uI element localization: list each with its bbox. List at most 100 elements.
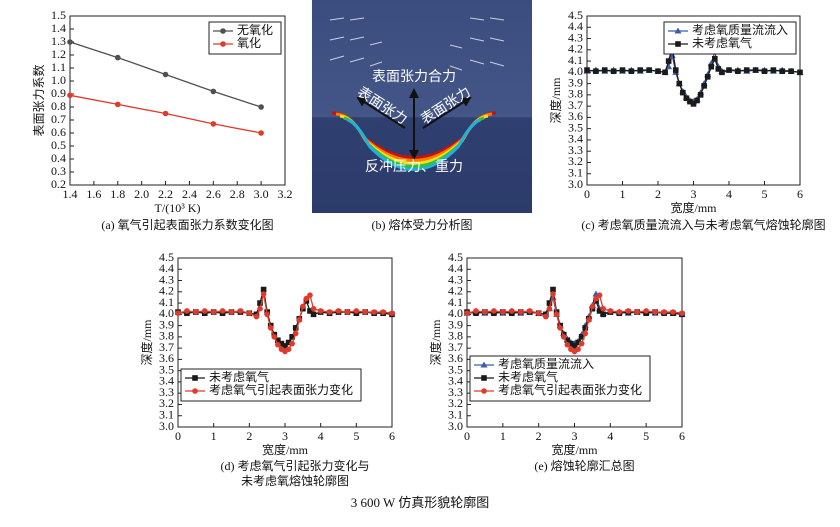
marker [193,309,199,315]
y-axis-label: 表面张力系数 [31,64,46,136]
chart: 0 1 2 3 4 5 6 3.03.13.23.33.43.53.63.73.83.94.0… [428,250,686,473]
y-tick-label: 3.3 [159,385,174,399]
marker [464,310,470,317]
y-tick-label: 3.6 [159,351,174,365]
marker [296,317,303,323]
y-tick-label: 0.5 [51,138,66,152]
marker [162,110,169,117]
panel-caption: (a) 氧气引起表面张力系数变化图 [101,217,273,232]
marker [701,83,707,89]
marker [593,68,599,75]
marker [546,305,553,312]
marker [719,69,725,76]
marker [607,308,614,314]
marker [535,310,542,317]
marker [571,343,578,349]
legend-label: 考虑氧气引起表面张力变化 [209,382,353,397]
legend-label: 未考虑氧气 [209,369,269,384]
x-tick-label: 3.2 [278,187,293,201]
marker [491,308,497,314]
x-tick-label: 3 [572,429,578,443]
marker [210,309,217,315]
marker [761,68,768,75]
y-tick-label: 0.9 [51,86,66,100]
x-tick-label: 1 [500,429,506,443]
marker [616,309,623,315]
marker [670,309,676,315]
force-arrow [356,96,406,129]
marker [543,313,549,320]
panel-caption: (b) 熔体受力分析图 [372,217,473,232]
series-line [177,289,393,347]
x-axis-label: T/(10³ K) [155,201,201,215]
y-tick-label: 1.0 [51,73,66,87]
y-tick-label: 3.0 [159,419,174,433]
y-tick-label: 1.2 [51,47,66,61]
y-tick-label: 3.1 [448,407,463,421]
marker [601,67,608,73]
marker [674,27,682,34]
y-tick-label: 0.3 [51,164,66,178]
panel-caption: (d) 考虑氧气引起张力变化与 [221,458,370,473]
marker [625,308,632,314]
x-tick-label: 1.6 [86,187,101,201]
marker [184,308,190,314]
marker [210,88,217,95]
x-tick-label: 0 [175,429,181,443]
y-tick-label: 3.9 [448,317,463,331]
y-tick-label: 0.7 [51,112,66,126]
marker [586,317,592,323]
marker [687,98,693,105]
marker [192,388,198,394]
y-tick-label: 4.0 [568,64,583,78]
marker [665,58,672,64]
x-tick-label: 2.6 [206,187,221,201]
marker [679,310,685,317]
marker [600,311,606,318]
marker [362,309,369,315]
marker [307,292,313,298]
x-tick-label: 6 [389,429,395,443]
plot-frame [69,15,286,186]
y-tick-label: 0.8 [51,99,66,113]
y-tick-label: 4.2 [448,284,463,298]
x-tick-label: 2.8 [230,187,245,201]
marker [578,340,585,347]
marker [67,92,73,99]
marker [735,68,741,75]
legend-label: 考虑氧气引起表面张力变化 [498,382,642,397]
y-tick-label: 3.3 [568,143,583,157]
marker [676,80,683,87]
marker [219,308,226,314]
y-tick-label: 3.0 [568,177,583,191]
x-tick-label: 6 [679,429,685,443]
marker [67,39,73,45]
panel-caption: 未考虑氧熔蚀轮廓图 [241,473,349,488]
legend-label: 考虑氧质量流流入 [498,357,594,371]
marker [289,334,295,340]
x-tick-label: 4 [726,187,732,201]
y-tick-label: 3.7 [568,98,583,112]
marker [275,337,281,344]
force-label: 表面张力合力 [372,69,456,85]
series-line [586,47,801,105]
y-tick-label: 3.5 [568,120,583,134]
marker [317,308,324,314]
marker [584,67,590,73]
marker [564,341,571,348]
y-tick-label: 3.4 [568,132,583,146]
marker [690,101,697,107]
y-tick-label: 3.8 [448,329,463,343]
y-tick-label: 3.5 [448,362,463,376]
series-line [466,289,683,347]
marker [550,286,556,293]
marker [715,66,722,72]
x-tick-label: 2 [246,429,252,443]
marker [779,68,786,75]
marker [655,68,661,75]
marker [517,309,524,315]
y-tick-label: 4.3 [448,272,463,286]
